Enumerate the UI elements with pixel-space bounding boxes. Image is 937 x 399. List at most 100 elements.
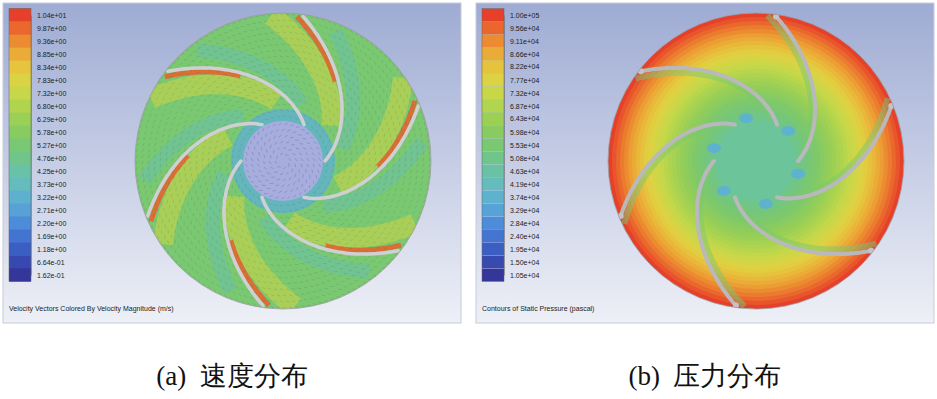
velocity-vector — [181, 101, 184, 103]
velocity-vector — [233, 68, 236, 70]
velocity-vector — [326, 152, 328, 155]
velocity-vector — [421, 140, 423, 143]
velocity-vector — [340, 182, 342, 185]
velocity-vector — [368, 111, 370, 114]
velocity-vector — [203, 83, 206, 85]
velocity-vector — [202, 190, 203, 193]
velocity-vector — [290, 38, 293, 39]
velocity-vector — [208, 40, 211, 42]
velocity-vector — [334, 271, 337, 272]
velocity-vector — [217, 216, 218, 219]
colorbar-tick-label: 4.25e+00 — [37, 168, 66, 175]
velocity-vector — [294, 282, 297, 284]
velocity-vector — [380, 211, 383, 213]
velocity-vector — [277, 74, 280, 76]
velocity-vector — [287, 86, 290, 87]
velocity-vector — [326, 234, 329, 236]
velocity-vector — [261, 275, 264, 277]
velocity-vector — [313, 180, 314, 183]
velocity-vector — [280, 247, 283, 248]
colorbar-axis-line — [31, 16, 32, 276]
velocity-vector — [173, 176, 175, 179]
velocity-vector — [269, 161, 271, 164]
velocity-vector — [342, 294, 345, 295]
velocity-vector — [178, 167, 180, 170]
velocity-vector — [222, 274, 224, 277]
velocity-vector — [301, 263, 304, 265]
velocity-vector — [178, 149, 179, 152]
velocity-vector — [214, 164, 216, 167]
velocity-vector — [392, 146, 394, 149]
velocity-vector — [269, 138, 270, 141]
velocity-vector — [242, 244, 244, 246]
velocity-vector — [311, 170, 313, 173]
velocity-vector — [226, 167, 228, 170]
velocity-vector — [218, 78, 221, 79]
velocity-vector — [339, 289, 342, 290]
velocity-vector — [307, 218, 310, 219]
velocity-vector — [390, 134, 391, 137]
velocity-vector — [253, 66, 256, 67]
velocity-vector — [296, 187, 298, 190]
velocity-vector — [279, 135, 282, 137]
colorbar-tick-label: 1.04e+01 — [37, 12, 66, 19]
velocity-vector — [314, 42, 317, 44]
velocity-vector — [262, 70, 265, 71]
velocity-vector — [267, 99, 270, 100]
velocity-vector — [357, 55, 359, 58]
velocity-vector — [404, 199, 406, 202]
velocity-vector — [295, 158, 297, 161]
velocity-vector — [289, 294, 292, 296]
velocity-vector — [196, 271, 198, 274]
velocity-vector — [168, 219, 170, 222]
velocity-vector — [188, 81, 191, 83]
velocity-vector — [396, 100, 398, 103]
velocity-vector — [350, 152, 352, 155]
velocity-vector — [253, 304, 256, 306]
velocity-vector — [172, 82, 175, 84]
velocity-vector — [313, 79, 316, 81]
velocity-vector — [377, 216, 380, 218]
velocity-vector — [198, 240, 199, 243]
velocity-vector — [238, 212, 240, 215]
velocity-vector — [221, 173, 222, 176]
velocity-vector — [202, 235, 203, 238]
velocity-vector — [301, 63, 304, 65]
velocity-vector — [400, 194, 402, 197]
velocity-vector — [204, 254, 206, 257]
velocity-vector — [283, 295, 286, 296]
velocity-vector — [174, 216, 176, 219]
velocity-vector — [282, 129, 285, 131]
velocity-vector — [262, 27, 265, 29]
velocity-vector — [312, 153, 315, 155]
velocity-vector — [398, 170, 399, 173]
velocity-vector — [337, 219, 340, 220]
velocity-vector — [244, 63, 247, 64]
velocity-vector — [348, 140, 349, 143]
velocity-vector — [255, 186, 258, 188]
velocity-vector — [277, 253, 280, 254]
velocity-vector — [353, 134, 354, 137]
velocity-vector — [277, 20, 280, 21]
velocity-vector — [157, 208, 158, 211]
velocity-vector — [295, 264, 298, 266]
velocity-vector — [190, 109, 193, 111]
velocity-vector — [389, 188, 391, 191]
velocity-vector — [301, 220, 304, 221]
velocity-vector — [211, 182, 212, 185]
velocity-vector — [390, 89, 392, 92]
velocity-vector — [183, 221, 185, 224]
velocity-vector — [289, 32, 292, 33]
velocity-vector — [418, 122, 419, 125]
velocity-vector — [221, 83, 224, 84]
velocity-vector — [376, 100, 378, 103]
velocity-vector — [246, 277, 249, 279]
velocity-vector — [311, 47, 314, 49]
velocity-vector — [402, 233, 405, 235]
velocity-vector — [175, 77, 178, 79]
velocity-vector — [204, 110, 207, 112]
velocity-vector — [358, 96, 359, 99]
velocity-vector — [262, 185, 265, 186]
velocity-vector — [268, 69, 271, 71]
velocity-vector — [366, 241, 369, 243]
